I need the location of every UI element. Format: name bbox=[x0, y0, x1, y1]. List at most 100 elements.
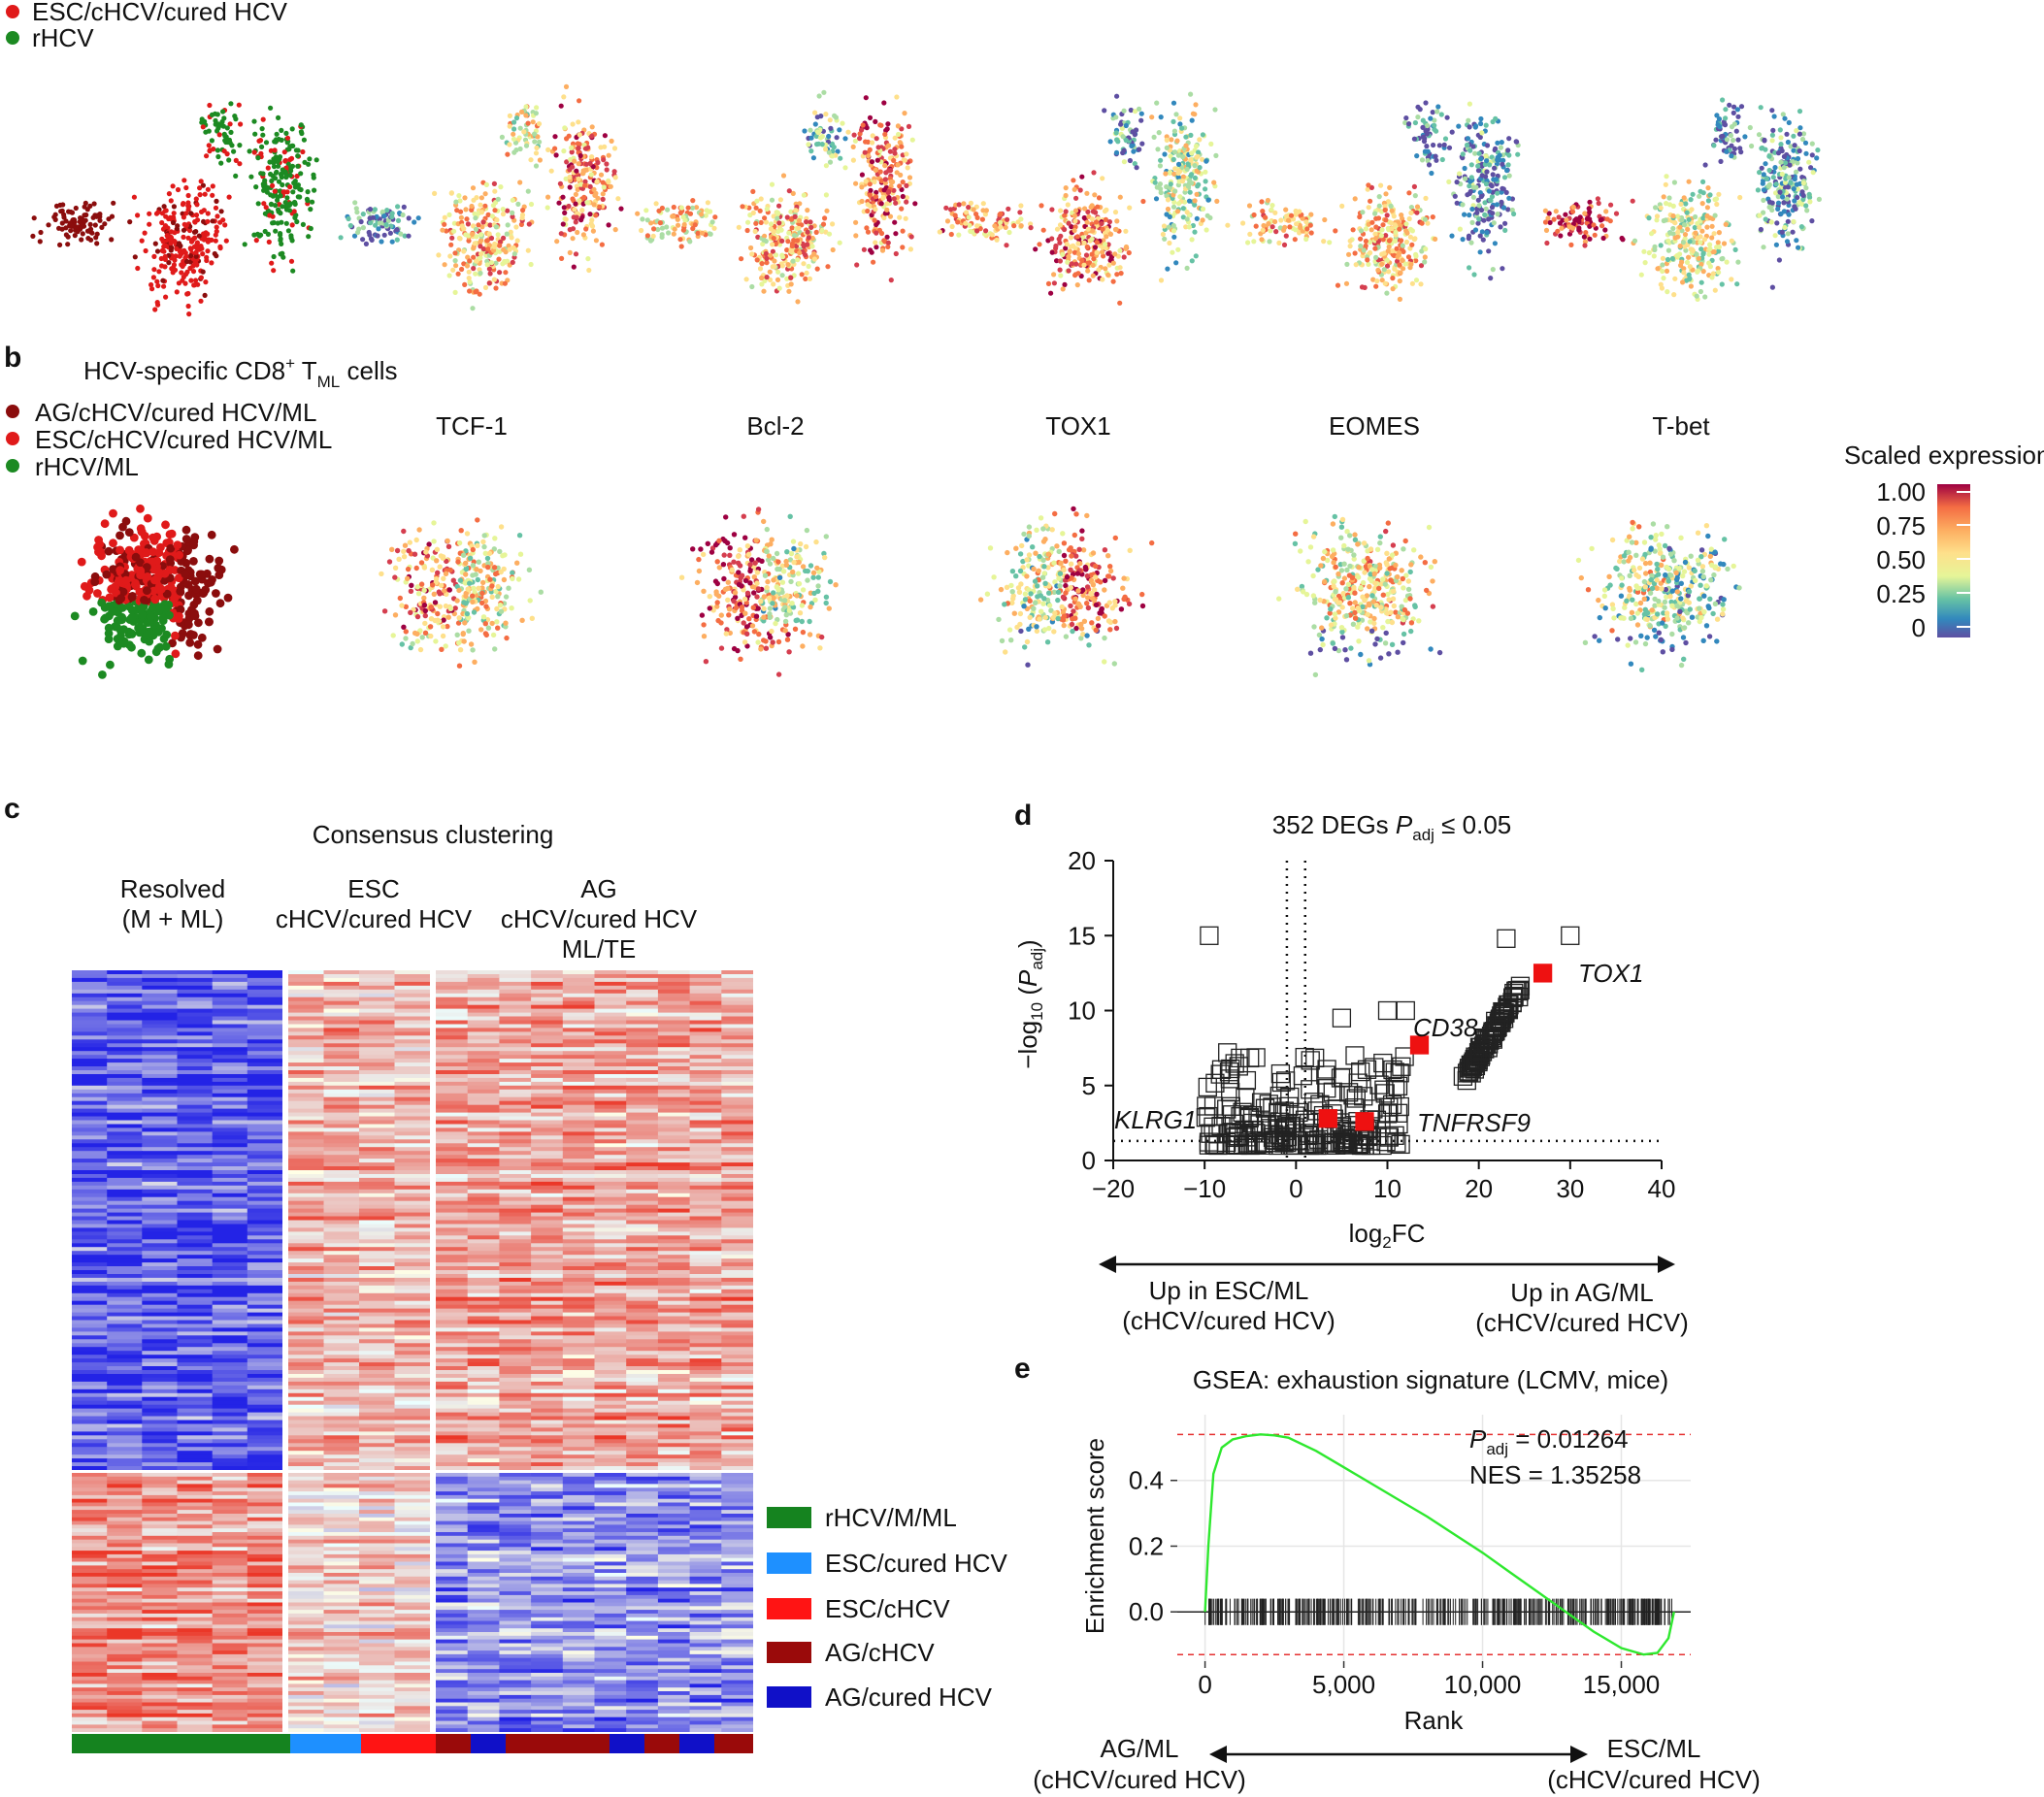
umap-a-cell bbox=[1444, 114, 1450, 120]
umap-a-cell bbox=[595, 159, 601, 166]
umap-a-cell bbox=[347, 222, 353, 229]
umap-a-cell bbox=[287, 173, 293, 179]
umap-a-cell bbox=[1372, 211, 1378, 216]
umap-a-cell bbox=[237, 161, 243, 167]
umap-a-cell bbox=[762, 278, 768, 283]
umap-b-cell bbox=[492, 536, 498, 541]
umap-a-cell bbox=[1423, 195, 1429, 201]
umap-b-cell bbox=[794, 554, 800, 560]
umap-a-cell bbox=[900, 228, 906, 234]
umap-a-cell bbox=[294, 218, 300, 225]
umap-a-cell bbox=[214, 224, 219, 230]
umap-a-cell bbox=[557, 180, 564, 186]
umap-a-cell bbox=[1499, 189, 1504, 195]
umap-a-cell bbox=[182, 280, 188, 286]
umap-a-cell bbox=[1284, 213, 1290, 219]
umap-a-cell bbox=[897, 183, 903, 189]
umap-a-cell bbox=[1786, 212, 1792, 217]
umap-a-cell bbox=[785, 262, 791, 268]
umap-a-cell bbox=[1168, 181, 1173, 187]
umap-b-cell bbox=[786, 649, 792, 655]
umap-a-cell bbox=[1176, 161, 1182, 167]
umap-a-cell bbox=[1795, 194, 1800, 201]
umap-a-cell bbox=[1431, 142, 1436, 148]
umap-b-cell bbox=[471, 609, 478, 615]
umap-a-cell bbox=[1499, 140, 1504, 146]
umap-a-cell bbox=[504, 231, 510, 237]
umap-a-cell bbox=[1467, 188, 1473, 195]
umap-a-cell bbox=[1701, 237, 1708, 243]
umap-a-cell bbox=[804, 270, 809, 276]
umap-a-cell bbox=[1686, 216, 1692, 222]
umap-b-cell bbox=[742, 577, 749, 584]
umap-a-cell bbox=[459, 266, 465, 273]
umap-a-cell bbox=[519, 109, 525, 114]
umap-a-cell bbox=[1506, 173, 1512, 179]
umap-a-cell bbox=[1414, 153, 1420, 159]
umap-a-cell bbox=[823, 147, 829, 152]
title-b-mid: T bbox=[295, 356, 317, 385]
umap-a-cell bbox=[511, 245, 516, 250]
umap-a-cell bbox=[1620, 237, 1626, 243]
umap-a-cell bbox=[1568, 242, 1574, 247]
umap-a-cell bbox=[1670, 225, 1676, 232]
umap-a-cell bbox=[597, 204, 603, 210]
umap-a-cell bbox=[78, 215, 83, 221]
umap-b-cell bbox=[466, 628, 472, 634]
umap-a-cell bbox=[983, 208, 990, 213]
umap-a-cell bbox=[1484, 169, 1490, 175]
umap-a-cell bbox=[252, 131, 258, 137]
umap-a-cell bbox=[169, 245, 175, 250]
umap-a-cell bbox=[233, 173, 239, 179]
umap-a-cell bbox=[1582, 211, 1588, 216]
umap-a-cell bbox=[808, 127, 813, 133]
umap-a-cell bbox=[1129, 143, 1135, 148]
umap-a-cell bbox=[532, 139, 538, 145]
umap-a-cell bbox=[454, 208, 460, 213]
umap-a-cell bbox=[805, 208, 810, 213]
umap-a-cell bbox=[593, 238, 600, 244]
umap-a-cell bbox=[292, 201, 298, 207]
umap-a-cell bbox=[863, 139, 869, 145]
umap-a-cell bbox=[1413, 278, 1420, 283]
umap-b-cell bbox=[121, 575, 131, 585]
umap-a-cell bbox=[828, 125, 834, 131]
umap-a-cell bbox=[497, 243, 503, 248]
umap-a-cell bbox=[478, 202, 483, 208]
umap-a-cell bbox=[1077, 187, 1083, 193]
umap-b-cell bbox=[162, 630, 172, 639]
umap-a-cell bbox=[1273, 229, 1279, 235]
umap-a-cell bbox=[1344, 261, 1350, 267]
umap-a-cell bbox=[859, 127, 865, 133]
umap-a-cell bbox=[191, 244, 197, 249]
umap-b-cell bbox=[727, 545, 733, 551]
umap-a-cell bbox=[185, 235, 191, 241]
umap-a-cell bbox=[1381, 250, 1387, 256]
umap-a-cell bbox=[1425, 157, 1431, 164]
umap-a-cell bbox=[1722, 122, 1729, 128]
umap-a-cell bbox=[1435, 104, 1441, 110]
umap-b-cell bbox=[165, 610, 174, 620]
umap-a-cell bbox=[823, 112, 829, 117]
umap-a-cell bbox=[1131, 148, 1137, 154]
umap-a-cell bbox=[1420, 117, 1426, 123]
umap-a-cell bbox=[1505, 147, 1511, 153]
umap-a-cell bbox=[576, 146, 581, 151]
umap-a-cell bbox=[797, 250, 803, 256]
umap-a-cell bbox=[561, 205, 567, 211]
umap-a-cell bbox=[375, 233, 380, 239]
umap-a-cell bbox=[255, 155, 261, 161]
umap-a-cell bbox=[289, 238, 295, 244]
umap-a-cell bbox=[857, 131, 863, 137]
umap-a-cell bbox=[220, 217, 226, 223]
umap-a-cell bbox=[261, 201, 267, 207]
umap-b-cell bbox=[171, 649, 181, 659]
umap-a-cell bbox=[1425, 220, 1431, 226]
umap-a-cell bbox=[819, 133, 826, 140]
umap-a-cell bbox=[1170, 192, 1176, 198]
umap-a-cell bbox=[65, 234, 71, 240]
umap-a-cell bbox=[675, 216, 680, 222]
umap-a-cell bbox=[507, 123, 512, 129]
umap-a-cell bbox=[775, 210, 780, 215]
umap-a-cell bbox=[1683, 247, 1689, 253]
